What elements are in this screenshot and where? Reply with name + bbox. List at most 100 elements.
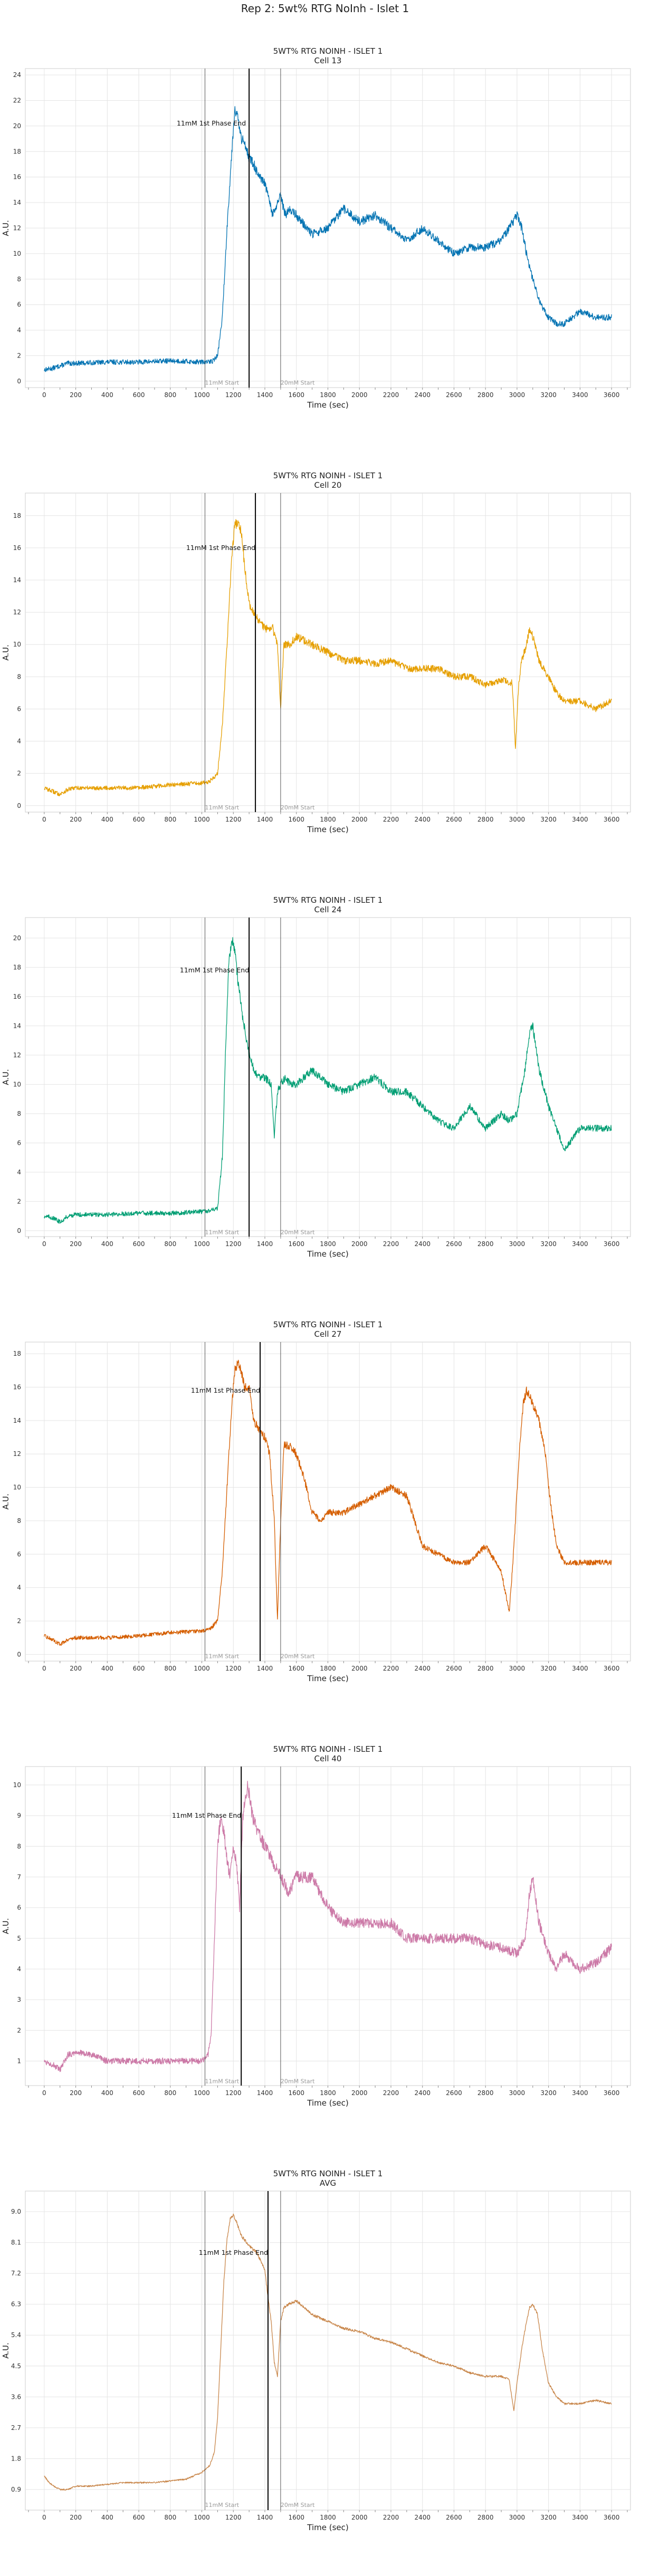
x-tick-label: 1000: [194, 2514, 210, 2521]
x-tick-label: 2000: [351, 1240, 368, 1248]
x-tick-label: 1600: [288, 391, 304, 399]
x-tick-label: 3000: [509, 391, 525, 399]
x-tick-label: 800: [164, 2514, 176, 2521]
event-label: 20mM Start: [281, 379, 315, 386]
y-tick-label: 14: [13, 1022, 21, 1029]
x-tick-label: 2800: [477, 391, 494, 399]
x-tick-label: 3200: [540, 816, 557, 823]
x-tick-label: 3600: [604, 816, 620, 823]
x-tick-label: 2600: [446, 391, 462, 399]
event-label: 20mM Start: [281, 1229, 315, 1236]
y-tick-label: 6: [17, 301, 21, 308]
y-axis-label: A.U.: [1, 1493, 11, 1510]
x-tick-label: 2800: [477, 816, 494, 823]
y-tick-label: 0: [17, 378, 21, 385]
series-line: [44, 106, 612, 372]
x-tick-label: 1200: [225, 816, 242, 823]
y-tick-label: 4: [17, 326, 21, 334]
y-tick-label: 18: [13, 512, 21, 519]
x-tick-label: 2000: [351, 2089, 368, 2097]
y-tick-label: 2: [17, 2027, 21, 2034]
x-tick-label: 800: [164, 2089, 176, 2097]
x-tick-label: 1600: [288, 1240, 304, 1248]
y-tick-label: 16: [13, 544, 21, 552]
chart-subtitle: AVG: [320, 2178, 336, 2188]
x-tick-label: 3400: [572, 391, 588, 399]
x-tick-label: 3400: [572, 1240, 588, 1248]
x-axis-label: Time (sec): [307, 1249, 348, 1259]
chart-title: 5WT% RTG NOINH - ISLET 1: [273, 1320, 383, 1329]
x-tick-label: 3600: [604, 1240, 620, 1248]
y-tick-label: 3.6: [11, 2393, 21, 2400]
x-tick-label: 1200: [225, 391, 242, 399]
y-tick-label: 4: [17, 1169, 21, 1176]
x-tick-label: 2600: [446, 2089, 462, 2097]
x-tick-label: 1800: [320, 2089, 336, 2097]
chart-subtitle: Cell 27: [314, 1329, 342, 1339]
chart-panel: 5WT% RTG NOINH - ISLET 1 Cell 24 0 200 400 60…: [0, 891, 650, 1303]
chart-title: 5WT% RTG NOINH - ISLET 1: [273, 2169, 383, 2178]
y-tick-label: 12: [13, 609, 21, 616]
x-tick-label: 400: [101, 391, 113, 399]
x-tick-label: 0: [42, 1240, 46, 1248]
x-tick-label: 3200: [540, 1240, 557, 1248]
y-tick-label: 10: [13, 250, 21, 257]
y-tick-label: 1: [17, 2057, 21, 2064]
y-tick-label: 1.8: [11, 2455, 21, 2462]
y-tick-label: 12: [13, 1051, 21, 1059]
x-tick-label: 2400: [414, 2514, 431, 2521]
y-tick-label: 22: [13, 97, 21, 104]
y-tick-label: 9.0: [11, 2208, 21, 2215]
x-tick-label: 2400: [414, 2089, 431, 2097]
x-tick-label: 3400: [572, 1665, 588, 1672]
x-tick-label: 400: [101, 1665, 113, 1672]
y-tick-label: 8: [17, 275, 21, 283]
x-tick-label: 200: [70, 1665, 82, 1672]
event-label: 11mM Start: [205, 379, 240, 386]
x-tick-label: 2400: [414, 816, 431, 823]
x-tick-label: 600: [133, 1240, 145, 1248]
x-tick-label: 3000: [509, 816, 525, 823]
x-tick-label: 2600: [446, 1665, 462, 1672]
x-tick-label: 200: [70, 816, 82, 823]
x-axis-label: Time (sec): [307, 400, 348, 410]
x-tick-label: 1600: [288, 2514, 304, 2521]
y-tick-label: 16: [13, 173, 21, 181]
x-tick-label: 2800: [477, 2089, 494, 2097]
x-tick-label: 0: [42, 2514, 46, 2521]
x-tick-label: 400: [101, 2089, 113, 2097]
y-axis-label: A.U.: [1, 1918, 11, 1934]
x-tick-label: 1600: [288, 1665, 304, 1672]
series-line: [44, 1359, 612, 1646]
y-tick-label: 0: [17, 802, 21, 809]
grid: [25, 69, 630, 388]
y-tick-label: 4: [17, 738, 21, 745]
chart-panel: 5WT% RTG NOINH - ISLET 1 AVG 0 200 400 600 800…: [0, 2165, 650, 2576]
y-tick-label: 8: [17, 1517, 21, 1525]
y-tick-label: 4: [17, 1584, 21, 1591]
x-tick-label: 1400: [257, 2514, 273, 2521]
y-tick-label: 0.9: [11, 2486, 21, 2493]
y-tick-label: 6: [17, 705, 21, 712]
x-tick-label: 400: [101, 2514, 113, 2521]
event-label: 11mM Start: [205, 1653, 240, 1660]
y-tick-label: 8: [17, 673, 21, 680]
chart-subtitle: Cell 40: [314, 1754, 342, 1763]
phase-end-label: 11mM 1st Phase End: [199, 2249, 268, 2256]
phase-end-label: 11mM 1st Phase End: [180, 966, 249, 974]
x-tick-label: 200: [70, 1240, 82, 1248]
y-tick-label: 12: [13, 1450, 21, 1458]
event-label: 11mM Start: [205, 804, 240, 811]
series-line: [44, 937, 612, 1224]
y-tick-label: 8: [17, 1110, 21, 1117]
x-tick-label: 3400: [572, 2514, 588, 2521]
y-tick-label: 18: [13, 1350, 21, 1357]
x-tick-label: 1200: [225, 1240, 242, 1248]
y-tick-label: 2: [17, 1198, 21, 1205]
x-tick-label: 1200: [225, 2089, 242, 2097]
x-tick-label: 1200: [225, 1665, 242, 1672]
